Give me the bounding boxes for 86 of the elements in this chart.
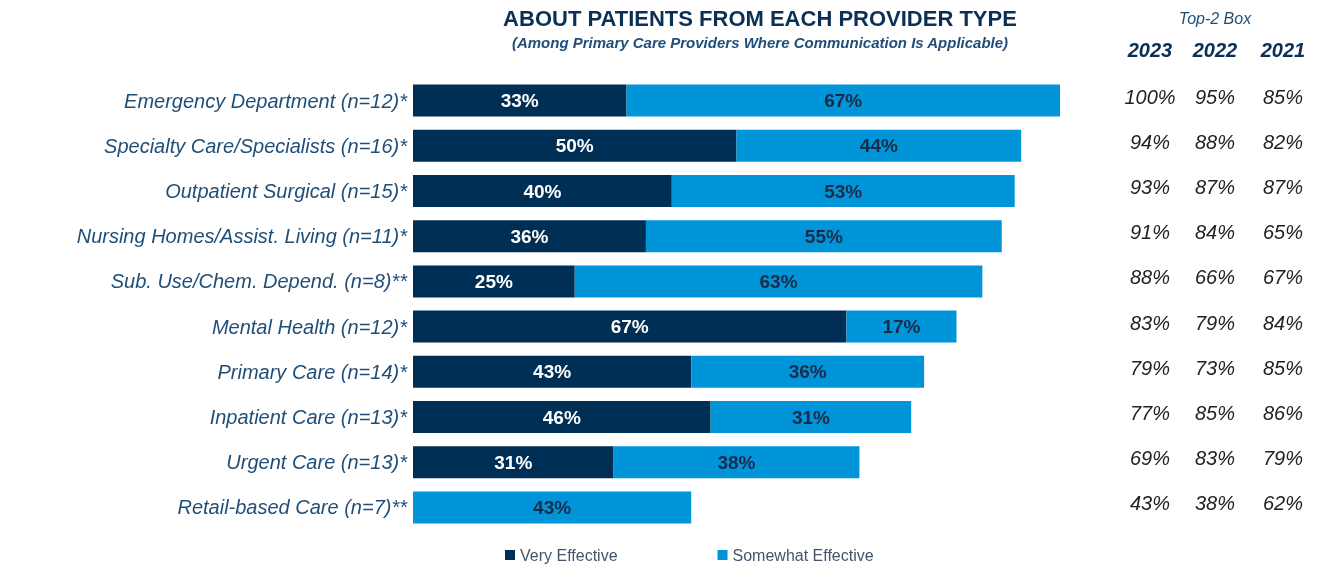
- y-tick-label: Primary Care (n=14)*: [217, 360, 409, 383]
- data-label: 46%: [542, 406, 581, 428]
- text: 85%: [1194, 402, 1236, 424]
- text: 43%: [1129, 492, 1171, 515]
- text: 79%: [1262, 447, 1304, 470]
- text: 88%: [1129, 266, 1171, 289]
- bar: [613, 446, 860, 479]
- y-tick-label: Sub. Use/Chem. Depend. (n=8)**: [110, 270, 409, 293]
- text: 85%: [1262, 85, 1304, 108]
- text: 79%: [1129, 356, 1171, 379]
- text: 91%: [1129, 221, 1171, 244]
- bar: [413, 401, 711, 433]
- y-tick-label: Outpatient Surgical (n=15)*: [165, 180, 409, 202]
- bar: [645, 220, 1002, 253]
- y-tick-label: Specialty Care/Specialists (n=16)*: [104, 134, 409, 157]
- data-label: 67%: [610, 316, 649, 338]
- y-tick-label: Nursing Homes/Assist. Living (n=11)*: [76, 225, 409, 248]
- bar: [413, 446, 614, 479]
- data-label: 33%: [500, 90, 539, 112]
- text: 2023: [1126, 39, 1173, 61]
- chart-subtitle: (Among Primary Care Providers Where Communication Is Applicable): [511, 34, 1009, 51]
- data-label: 63%: [759, 270, 798, 292]
- text: 2021: [1259, 39, 1306, 61]
- y-tick-label: Urgent Care (n=13)*: [226, 451, 409, 474]
- text: 82%: [1262, 130, 1304, 153]
- bar: [413, 84, 627, 117]
- text: 88%: [1194, 130, 1236, 153]
- legend-label: Very Effective: [520, 546, 618, 564]
- bar: [413, 220, 646, 253]
- bar: [736, 129, 1022, 162]
- text: 93%: [1129, 176, 1171, 198]
- data-label: 53%: [824, 180, 863, 202]
- data-label: 31%: [494, 451, 533, 473]
- data-label: 50%: [555, 135, 594, 157]
- text: 83%: [1129, 311, 1171, 334]
- text: 79%: [1194, 311, 1236, 334]
- text: 84%: [1194, 221, 1236, 244]
- text: 83%: [1194, 447, 1236, 470]
- bar: [413, 265, 575, 298]
- data-label: 25%: [474, 270, 513, 292]
- text: 94%: [1129, 130, 1171, 153]
- text: 38%: [1194, 492, 1236, 515]
- text: 69%: [1129, 447, 1171, 470]
- text: 86%: [1262, 402, 1304, 424]
- text: 65%: [1262, 221, 1304, 244]
- data-label: 44%: [859, 135, 898, 157]
- bar: [413, 355, 692, 388]
- text: 67%: [1262, 266, 1304, 289]
- bar: [671, 175, 1015, 207]
- text: 85%: [1262, 356, 1304, 379]
- data-label: 38%: [717, 451, 756, 473]
- text: 87%: [1194, 176, 1236, 198]
- data-label: 43%: [533, 361, 572, 383]
- legend-label: Somewhat Effective: [732, 546, 874, 564]
- text: 66%: [1194, 266, 1236, 289]
- data-label: 36%: [788, 361, 827, 383]
- text: 84%: [1262, 311, 1304, 334]
- data-label: 17%: [882, 316, 921, 338]
- data-label: 55%: [804, 225, 843, 247]
- data-label: 31%: [791, 406, 831, 428]
- text: 2022: [1191, 39, 1238, 61]
- bar: [691, 355, 925, 388]
- y-tick-label: Emergency Department (n=12)*: [124, 89, 409, 112]
- text: Top-2 Box: [1178, 9, 1253, 27]
- text: 100%: [1124, 85, 1176, 108]
- bar: [413, 129, 737, 162]
- bar: [413, 491, 692, 524]
- text: 77%: [1129, 402, 1171, 424]
- text: 62%: [1262, 492, 1304, 515]
- text: 95%: [1194, 85, 1236, 108]
- data-label: 40%: [523, 180, 562, 202]
- bar: [574, 265, 983, 298]
- data-label: 43%: [533, 496, 572, 518]
- y-tick-label: Retail-based Care (n=7)**: [177, 496, 409, 519]
- bar: [626, 84, 1060, 117]
- data-label: 67%: [824, 90, 863, 112]
- bar: [413, 175, 672, 207]
- text: 73%: [1194, 356, 1236, 379]
- data-label: 36%: [510, 225, 549, 247]
- text: 87%: [1262, 176, 1304, 198]
- y-tick-label: Mental Health (n=12)*: [211, 315, 409, 338]
- bar: [710, 401, 912, 433]
- bar: [413, 310, 847, 343]
- bar: [846, 310, 957, 343]
- y-tick-label: Inpatient Care (n=13)*: [209, 406, 409, 428]
- chart-title: ABOUT PATIENTS FROM EACH PROVIDER TYPE: [503, 5, 1017, 31]
